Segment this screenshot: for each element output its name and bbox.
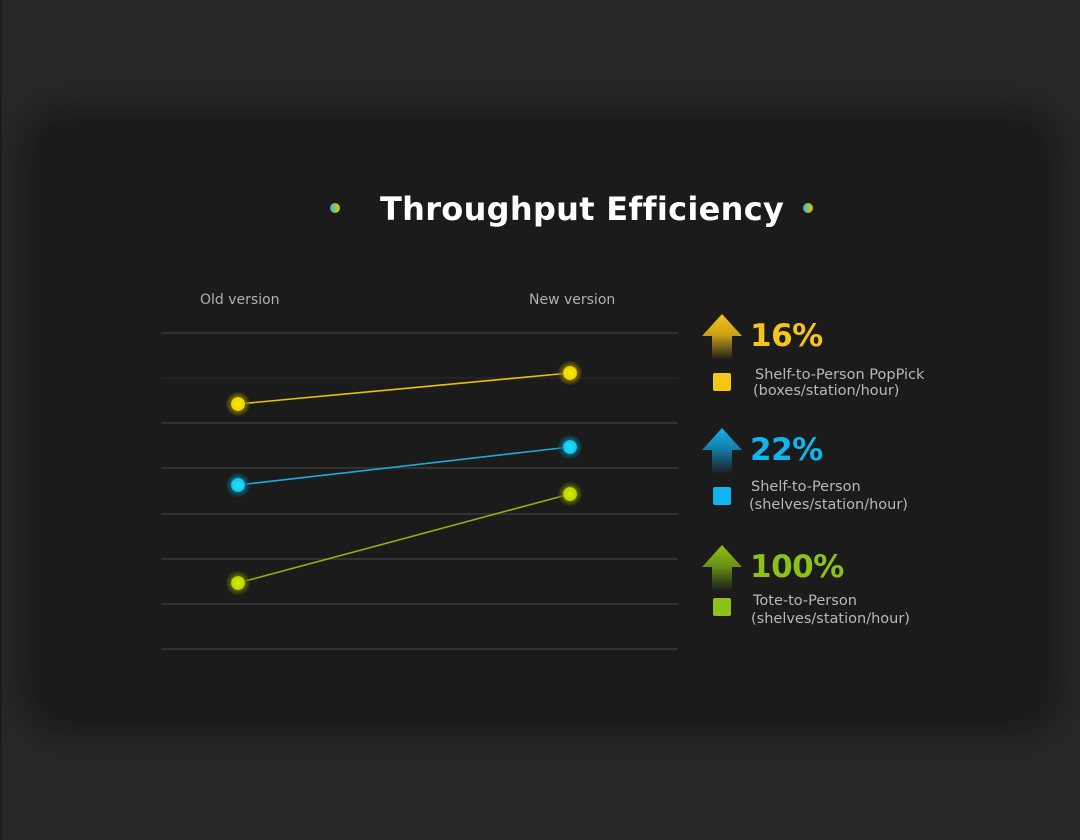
legend-swatch: [713, 598, 731, 616]
decorative-dot-icon: [803, 203, 813, 213]
chart-card: [36, 122, 1046, 720]
gridlines: [161, 332, 678, 650]
data-point[interactable]: [226, 473, 250, 497]
chart-title: Throughput Efficiency: [380, 190, 785, 228]
legend-name: Shelf-to-Person: [751, 479, 861, 495]
legend-unit: (shelves/station/hour): [751, 611, 910, 627]
percent-increase: 100%: [750, 549, 844, 585]
legend-name: Shelf-to-Person PopPick: [755, 367, 925, 383]
legend-unit: (shelves/station/hour): [749, 497, 908, 513]
window-edge: [0, 0, 2, 840]
up-arrow-icon: [702, 428, 742, 474]
series-poppick: [226, 361, 582, 416]
data-point[interactable]: [226, 571, 250, 595]
legend-unit: (boxes/station/hour): [753, 383, 900, 399]
legend-item-tote-to-person: 100% Tote-to-Person (shelves/station/hou…: [700, 545, 1000, 655]
legend-item-shelf-to-person: 22% Shelf-to-Person (shelves/station/hou…: [700, 428, 1000, 538]
percent-increase: 16%: [750, 318, 823, 354]
decorative-dot-icon: [330, 203, 340, 213]
series-tote-to-person: [226, 482, 582, 595]
column-label-new: New version: [529, 292, 616, 308]
legend-item-poppick: 16% Shelf-to-Person PopPick (boxes/stati…: [700, 314, 1000, 424]
percent-increase: 22%: [750, 432, 823, 468]
data-point[interactable]: [226, 392, 250, 416]
column-label-old: Old version: [200, 292, 280, 308]
up-arrow-icon: [702, 545, 742, 591]
up-arrow-icon: [702, 314, 742, 360]
data-point[interactable]: [558, 482, 582, 506]
legend-swatch: [713, 373, 731, 391]
legend-swatch: [713, 487, 731, 505]
title-bar: Throughput Efficiency: [0, 186, 1080, 232]
series-shelf-to-person: [226, 435, 582, 497]
data-point[interactable]: [558, 361, 582, 385]
legend-name: Tote-to-Person: [753, 593, 857, 609]
data-point[interactable]: [558, 435, 582, 459]
